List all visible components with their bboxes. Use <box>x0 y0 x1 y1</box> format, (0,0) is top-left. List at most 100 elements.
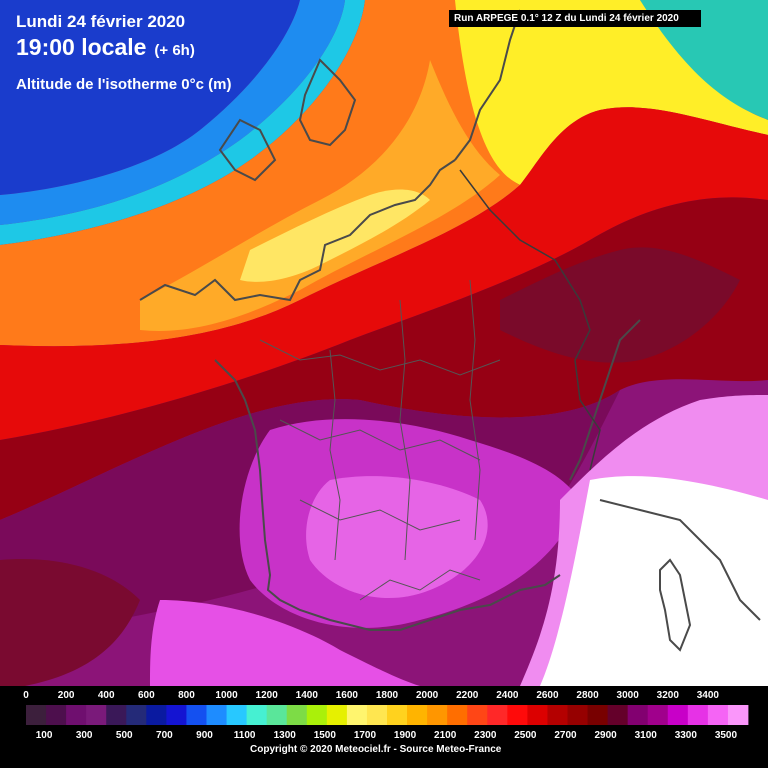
field-magenta-south <box>150 600 420 686</box>
legend-swatch <box>727 705 749 725</box>
field-deep-blue <box>0 0 300 195</box>
field-light-magenta <box>306 476 488 599</box>
field-cyan <box>0 0 365 245</box>
field-blue <box>0 0 345 225</box>
legend-swatch <box>627 705 649 725</box>
legend-top-label: 1200 <box>255 690 278 701</box>
legend-swatches <box>26 705 749 725</box>
parameter-label: Altitude de l'isotherme 0°c (m) <box>16 76 232 93</box>
legend-swatch <box>487 705 508 725</box>
legend-swatch <box>707 705 729 725</box>
country-border-outline <box>459 169 601 471</box>
legend-swatch <box>527 705 548 725</box>
legend-swatch <box>567 705 588 725</box>
legend-top-label: 3000 <box>616 690 639 701</box>
legend-background <box>0 686 768 768</box>
region-border-outline <box>259 279 501 601</box>
legend-top-label: 600 <box>137 690 155 701</box>
field-red <box>0 107 768 440</box>
legend-swatch <box>326 705 348 725</box>
legend-swatch <box>346 705 368 725</box>
field-amber <box>140 60 500 331</box>
coastline-outline <box>139 9 761 652</box>
legend-swatch <box>687 705 709 725</box>
legend-top-label: 200 <box>57 690 75 701</box>
legend-swatch <box>126 705 147 725</box>
legend-swatch <box>286 705 308 725</box>
legend-swatch <box>206 705 227 725</box>
legend-swatch <box>387 705 408 725</box>
legend-swatch <box>447 705 468 725</box>
local-time: 19:00 locale <box>16 34 147 60</box>
legend-swatch <box>607 705 629 725</box>
legend-top-label: 1400 <box>295 690 318 701</box>
legend-swatch <box>246 705 268 725</box>
field-pale-yellow <box>240 189 430 282</box>
lead-time: (+ 6h) <box>154 42 195 59</box>
legend-bottom-label: 2700 <box>554 730 577 741</box>
legend-top-label: 2000 <box>415 690 439 701</box>
legend-top-label: 800 <box>178 690 195 701</box>
legend-bottom-label: 2100 <box>434 730 457 741</box>
legend-swatch <box>106 705 127 725</box>
legend-bottom-label: 500 <box>115 730 133 741</box>
legend-swatch <box>306 705 328 725</box>
legend-bottom-label: 2500 <box>514 730 537 741</box>
legend-swatch <box>467 705 488 725</box>
color-legend <box>0 686 768 768</box>
legend-swatch <box>667 705 689 725</box>
run-info: Run ARPEGE 0.1° 12 Z du Lundi 24 février… <box>449 10 701 27</box>
field-maroon-ne <box>500 247 740 363</box>
legend-bottom-label: 3300 <box>674 730 697 741</box>
legend-bottom-label: 1500 <box>313 730 336 741</box>
legend-bottom-label: 900 <box>196 730 213 741</box>
legend-swatch <box>146 705 167 725</box>
legend-bottom-label: 2900 <box>594 730 617 741</box>
field-teal-ne <box>640 0 768 120</box>
time-label: 19:00 locale (+ 6h) <box>16 34 195 61</box>
legend-swatch <box>407 705 428 725</box>
legend-swatch <box>587 705 609 725</box>
legend-top-label: 1000 <box>215 690 238 701</box>
legend-bottom-label: 1900 <box>393 730 417 741</box>
legend-top-label: 1800 <box>375 690 399 701</box>
legend-top-label: 2200 <box>456 690 479 701</box>
legend-top-label: 0 <box>23 690 29 701</box>
legend-bottom-label: 3500 <box>714 730 738 741</box>
legend-top-label: 3200 <box>656 690 679 701</box>
legend-bottom-label: 700 <box>156 730 173 741</box>
legend-top-label: 2400 <box>496 690 519 701</box>
legend-swatch <box>647 705 669 725</box>
legend-swatch <box>366 705 388 725</box>
legend-swatch <box>186 705 207 725</box>
copyright: Copyright © 2020 Meteociel.fr - Source M… <box>250 744 502 755</box>
legend-swatch <box>66 705 87 725</box>
legend-top-label: 2600 <box>536 690 559 701</box>
date-label: Lundi 24 février 2020 <box>16 12 186 31</box>
legend-top-label: 2800 <box>576 690 599 701</box>
legend-top-label: 3400 <box>696 690 719 701</box>
legend-bottom-label: 3100 <box>634 730 657 741</box>
legend-top-label: 1600 <box>335 690 358 701</box>
legend-bottom-label: 1100 <box>233 730 256 741</box>
field-white <box>540 476 768 686</box>
legend-top-label: 400 <box>97 690 115 701</box>
legend-bottom-label: 2300 <box>474 730 497 741</box>
legend-swatch <box>46 705 67 725</box>
legend-bottom-label: 1700 <box>353 730 377 741</box>
field-maroon-sw <box>0 559 140 690</box>
legend-bottom-label: 300 <box>75 730 93 741</box>
legend-bottom-label: 100 <box>35 730 53 741</box>
legend-bottom-label: 1300 <box>273 730 296 741</box>
legend-swatch <box>507 705 528 725</box>
legend-swatch <box>86 705 107 725</box>
legend-swatch <box>266 705 288 725</box>
legend-swatch <box>547 705 568 725</box>
legend-swatch <box>427 705 448 725</box>
field-orange <box>0 0 520 347</box>
legend-swatch <box>26 705 47 725</box>
field-yellow <box>455 0 768 185</box>
legend-swatch <box>226 705 248 725</box>
